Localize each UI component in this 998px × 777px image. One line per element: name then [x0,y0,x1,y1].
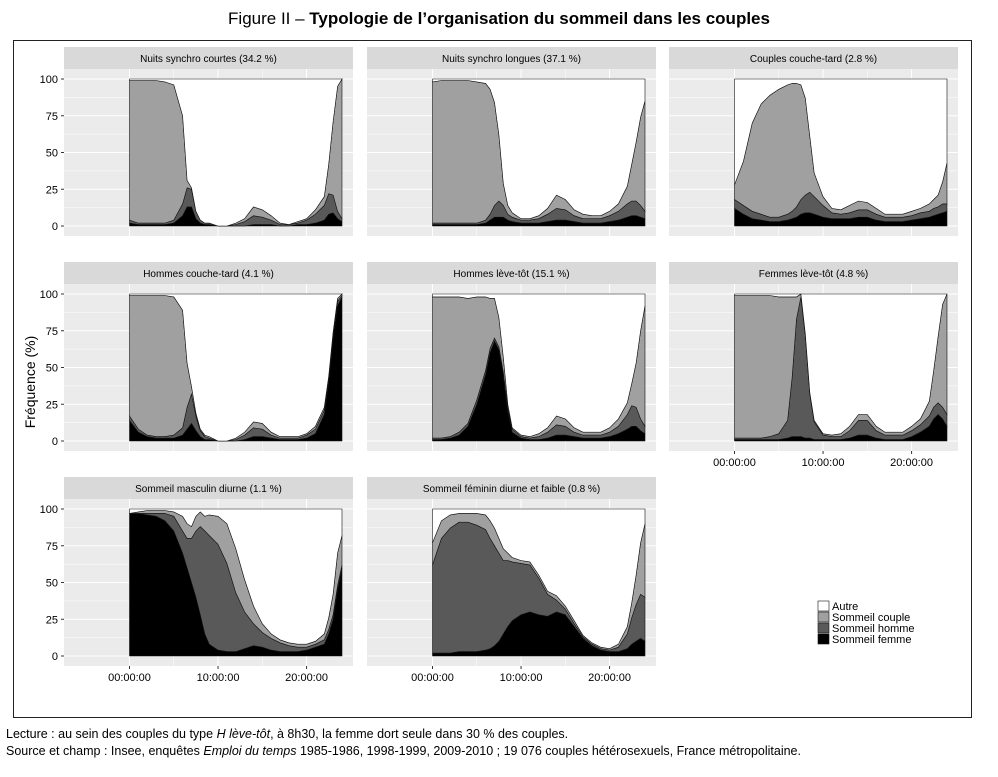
facet-panel: Hommes lève-tôt (15.1 %) [367,262,656,451]
facet-panel: Couples couche-tard (2.8 %) [669,47,958,236]
lecture-text-1: Lecture : au sein des couples du type [6,727,217,741]
source-italic: Emploi du temps [203,744,297,758]
y-tick-label: 100 [40,504,58,516]
legend-swatch [817,611,830,623]
source-note: Source et champ : Insee, enquêtes Emploi… [6,743,801,760]
y-tick-label: 50 [46,148,58,160]
facet-panel: Sommeil féminin diurne et faible (0.8 %) [367,477,656,666]
facet-strip [367,477,656,499]
facet-title: Sommeil masculin diurne (1.1 %) [135,484,282,495]
area-autre [432,508,646,650]
figure-notes: Lecture : au sein des couples du type H … [6,726,801,760]
lecture-note: Lecture : au sein des couples du type H … [6,726,801,743]
facet-panel: Femmes lève-tôt (4.8 %) [669,262,958,451]
x-tick-label: 00:00:00 [713,457,756,469]
area-autre [734,293,948,436]
area-autre [129,78,343,227]
figure-title-bold: Typologie de l’organisation du sommeil d… [309,9,770,28]
facet-title: Nuits synchro courtes (34.2 %) [140,54,277,65]
x-tick-label: 20:00:00 [285,672,328,684]
facet-strip [64,477,353,499]
y-tick-label: 0 [52,651,58,663]
legend-swatch [817,600,830,612]
chart-canvas: Nuits synchro courtes (34.2 %) 0 25 50 75 100… [22,47,958,684]
area-autre [129,293,343,442]
y-tick-label: 25 [46,184,58,196]
facet-panel: Nuits synchro longues (37.1 %) [367,47,656,236]
x-tick-label: 10:00:00 [500,672,543,684]
x-tick-label: 00:00:00 [108,672,151,684]
facet-title: Nuits synchro longues (37.1 %) [442,54,581,65]
facet-title: Sommeil féminin diurne et faible (0.8 %) [423,484,600,495]
facet-title: Couples couche-tard (2.8 %) [750,54,877,65]
x-tick-label: 00:00:00 [411,672,454,684]
y-axis-title: Fréquence (%) [22,336,38,429]
area-autre [734,78,948,215]
y-tick-label: 100 [40,289,58,301]
x-tick-label: 10:00:00 [802,457,845,469]
x-tick-label: 20:00:00 [890,457,933,469]
facet-panel: Sommeil masculin diurne (1.1 %) [64,477,353,666]
lecture-italic: H lève-tôt [216,727,271,741]
legend-label: Sommeil homme [832,623,915,635]
facet-strip [367,262,656,284]
x-tick-label: 20:00:00 [588,672,631,684]
facet-title: Hommes couche-tard (4.1 %) [143,269,274,280]
figure-title-prefix: Figure II – [228,9,310,28]
area-autre [432,293,646,437]
source-text-1: Source et champ : Insee, enquêtes [6,744,204,758]
facet-title: Femmes lève-tôt (4.8 %) [759,269,868,280]
legend-label: Sommeil couple [832,612,910,624]
facet-strip [64,262,353,284]
y-tick-label: 0 [52,436,58,448]
legend-swatch [817,622,830,634]
y-tick-label: 50 [46,363,58,375]
facet-strip [367,47,656,69]
figure-title: Figure II – Typologie de l’organisation … [0,9,998,29]
x-tick-label: 10:00:00 [197,672,240,684]
y-tick-label: 25 [46,614,58,626]
y-tick-label: 75 [46,541,58,553]
y-tick-label: 0 [52,221,58,233]
y-tick-label: 100 [40,74,58,86]
area-autre [129,508,343,645]
area-autre [432,78,646,219]
source-text-2: 1985-1986, 1998-1999, 2009-2010 ; 19 076… [296,744,801,758]
y-tick-label: 75 [46,326,58,338]
facet-panel: Nuits synchro courtes (34.2 %) [64,47,353,236]
lecture-text-2: , à 8h30, la femme dort seule dans 30 % … [270,727,569,741]
legend-label: Autre [832,601,858,613]
y-tick-label: 50 [46,578,58,590]
facet-strip [64,47,353,69]
chart-frame [13,40,972,718]
facet-title: Hommes lève-tôt (15.1 %) [453,269,569,280]
y-tick-label: 75 [46,111,58,123]
facet-strip [669,262,958,284]
facet-panel: Hommes couche-tard (4.1 %) [64,262,353,451]
legend-swatch [817,633,830,645]
legend-label: Sommeil femme [832,634,911,646]
y-tick-label: 25 [46,399,58,411]
facet-strip [669,47,958,69]
